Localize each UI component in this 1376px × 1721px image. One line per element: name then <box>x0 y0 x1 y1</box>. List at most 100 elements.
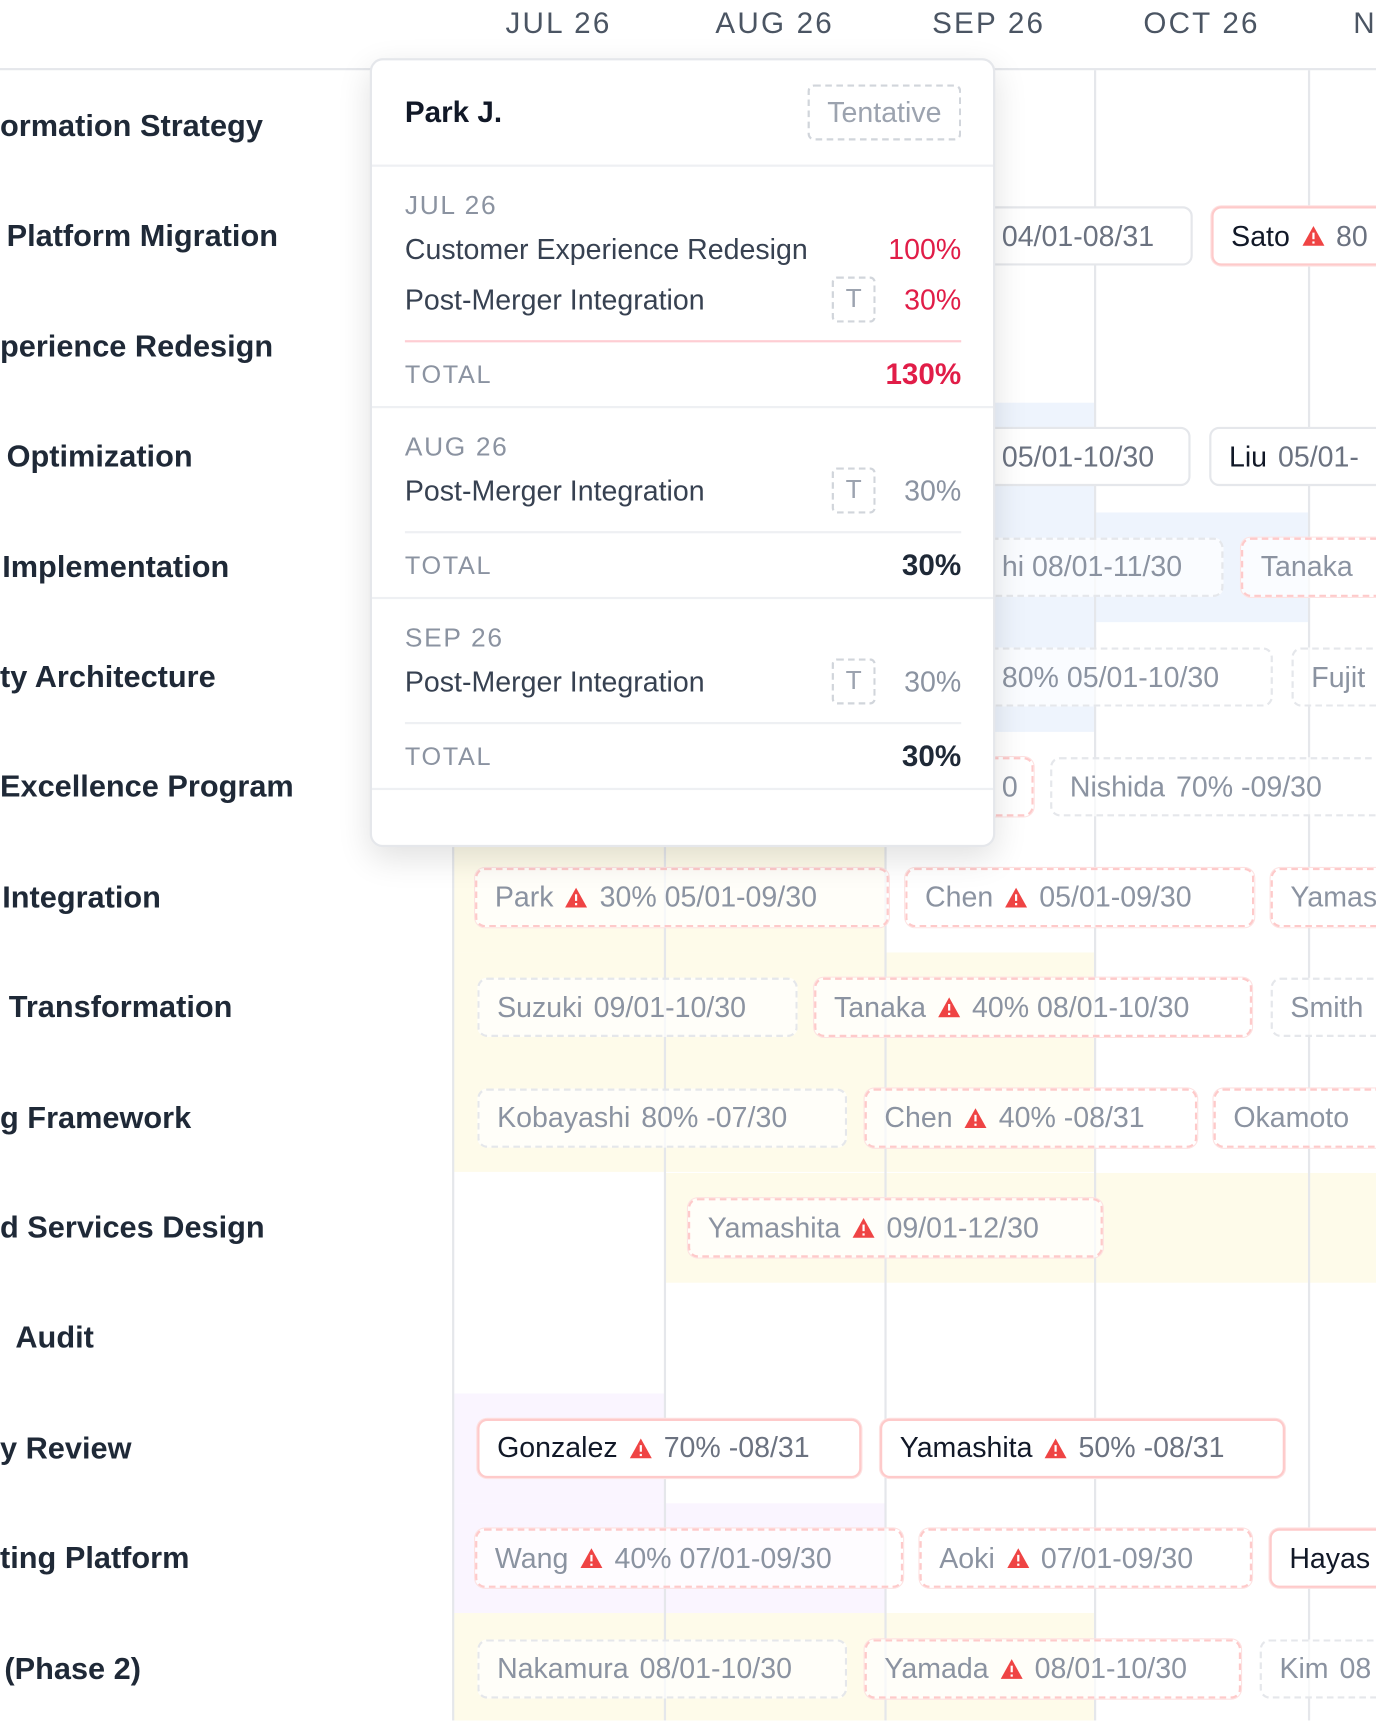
grid-line <box>1093 0 1097 1721</box>
chip-detail: 08/01-10/30 <box>1034 1651 1187 1685</box>
row-label: ty Architecture <box>0 659 216 694</box>
chip-name: Tanaka <box>833 990 926 1024</box>
chip-name: Chen <box>925 880 994 914</box>
month-label: JUL 26 <box>505 6 612 40</box>
tentative-badge: T <box>831 658 876 705</box>
chip-detail: 08/01-10/30 <box>639 1651 792 1685</box>
row-label: ormation Strategy <box>0 108 263 143</box>
chip-detail: 80% 05/01-10/30 <box>1001 660 1220 693</box>
warning-icon <box>565 887 588 908</box>
assignment-chip: Aoki 07/01-09/30 <box>919 1528 1253 1588</box>
month-heading: SEP 26 <box>404 623 504 653</box>
assignment-chip: Yamashita 09/01-12/30 <box>688 1198 1103 1258</box>
assignment-chip: hi 08/01-11/30 <box>982 537 1224 597</box>
assignment-chip: Gonzalez 70% -08/31 <box>477 1418 862 1478</box>
month-label: N <box>1353 6 1376 40</box>
total-row: TOTAL 30% <box>404 531 962 597</box>
total-label: TOTAL <box>404 741 493 770</box>
grid-line <box>884 0 887 1721</box>
chip-detail: 08 <box>1339 1651 1372 1685</box>
assignment-chip: Tanaka <box>1241 537 1376 597</box>
chip-detail: 80 <box>1335 219 1368 253</box>
row-label: g Framework <box>0 1100 192 1135</box>
total-row: TOTAL 130% <box>404 340 962 406</box>
chip-name: Yamashita <box>899 1431 1033 1465</box>
row-label: Integration <box>2 879 161 914</box>
assignment-chip: Suzuki 09/01-10/30 <box>477 977 798 1038</box>
chip-name: Hayas <box>1289 1541 1371 1575</box>
assignment-chip: Yamas <box>1270 867 1376 927</box>
row-label: y Review <box>0 1430 132 1465</box>
allocation: 30% <box>904 473 962 507</box>
tentative-badge: T <box>831 467 876 514</box>
person-name: Park J. <box>404 95 503 129</box>
chip-name: Wang <box>494 1541 569 1575</box>
warning-icon <box>1006 1548 1029 1569</box>
warning-icon <box>938 997 960 1018</box>
chip-detail: 0 <box>1001 770 1018 804</box>
popup-header: Park J. Tentative <box>371 60 994 167</box>
month-section: SEP 26 Post-Merger Integration T 30% TOTAL 30… <box>371 599 994 791</box>
chip-detail: 30% 05/01-09/30 <box>599 880 817 914</box>
allocation: 30% <box>904 282 962 316</box>
assignment-chip: Wang 40% 07/01-09/30 <box>475 1528 904 1588</box>
allocation-popup: Park J. Tentative JUL 26 Customer Experie… <box>369 58 996 848</box>
assignment-chip: Sato 80 <box>1211 206 1376 266</box>
total-label: TOTAL <box>404 359 493 388</box>
warning-icon <box>1301 226 1324 247</box>
chip-detail: 40% 07/01-09/30 <box>614 1541 832 1575</box>
chip-detail: 70% -08/31 <box>663 1431 810 1465</box>
chip-name: Smith <box>1290 990 1364 1024</box>
assignment-chip: Yamada 08/01-10/30 <box>864 1638 1242 1699</box>
row-label: (Phase 2) <box>4 1650 142 1685</box>
chip-detail: 05/01-09/30 <box>1039 880 1192 914</box>
assignment-chip: Hayas <box>1269 1528 1376 1588</box>
warning-icon <box>964 1107 987 1128</box>
assignment-chip: Liu 05/01- <box>1209 427 1376 487</box>
row-label: Transformation <box>8 989 233 1024</box>
chip-name: Tanaka <box>1260 549 1353 583</box>
month-section: JUL 26 Customer Experience Redesign 100% Po… <box>371 167 994 409</box>
chip-name: Liu <box>1228 439 1268 473</box>
chip-detail: 40% 08/01-10/30 <box>972 990 1190 1024</box>
total-label: TOTAL <box>404 550 493 579</box>
row-label: Optimization <box>6 439 193 474</box>
assignment-chip: Fujit <box>1291 647 1376 707</box>
assignment-chip: Kim 08 <box>1259 1638 1376 1699</box>
chip-name: Park <box>494 880 554 914</box>
chip-detail: 09/01-12/30 <box>886 1210 1039 1244</box>
allocation-item: Post-Merger Integration T 30% <box>405 656 961 706</box>
chip-name: Nishida <box>1069 770 1166 804</box>
month-label: OCT 26 <box>1143 6 1260 40</box>
row-label: Implementation <box>2 549 230 584</box>
row-label: ting Platform <box>0 1540 190 1575</box>
month-label: AUG 26 <box>715 6 834 40</box>
chip-detail: 09/01-10/30 <box>593 990 746 1024</box>
chip-name: Aoki <box>939 1541 995 1575</box>
assignment-chip: Smith <box>1270 977 1376 1038</box>
assignment-chip: Park 30% 05/01-09/30 <box>475 867 889 927</box>
chip-name: Yamashita <box>707 1210 841 1244</box>
chip-detail: 40% -08/31 <box>998 1100 1145 1134</box>
project-name: Post-Merger Integration <box>404 473 705 507</box>
month-heading: JUL 26 <box>404 190 498 221</box>
total-value: 30% <box>901 739 962 772</box>
chip-name: Kim <box>1279 1651 1329 1685</box>
assignment-chip: Okamoto <box>1213 1088 1376 1148</box>
project-name: Post-Merger Integration <box>404 664 705 698</box>
chip-name: Kobayashi <box>497 1100 631 1134</box>
project-name: Customer Experience Redesign <box>404 232 808 265</box>
chip-name: Okamoto <box>1233 1100 1350 1134</box>
chip-name: Nakamura <box>497 1651 629 1685</box>
chip-name: Yamada <box>884 1651 989 1685</box>
total-row: TOTAL 30% <box>404 722 962 788</box>
warning-icon <box>629 1438 652 1459</box>
chip-name: Gonzalez <box>497 1431 618 1465</box>
chip-detail: 80% -07/30 <box>641 1100 788 1134</box>
allocation-item: Post-Merger Integration T 30% <box>405 274 961 324</box>
assignment-chip: Yamashita 50% -08/31 <box>880 1418 1285 1478</box>
grid-line <box>452 0 455 1721</box>
chip-name: Yamas <box>1290 880 1376 914</box>
assignment-chip: 80% 05/01-10/30 <box>982 647 1273 707</box>
